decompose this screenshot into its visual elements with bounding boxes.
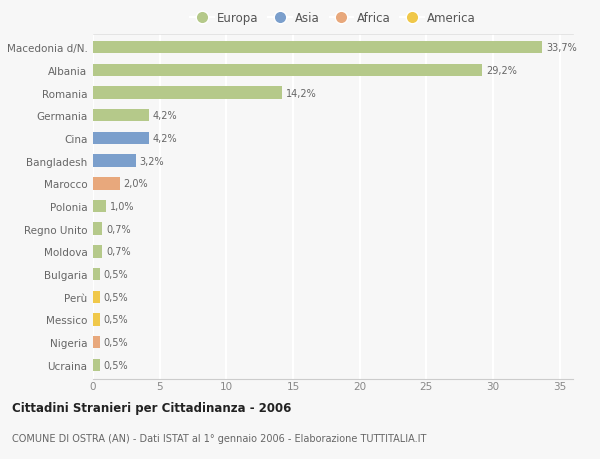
Bar [93,246,103,258]
Bar [93,359,100,371]
Bar [93,155,136,168]
Text: Cittadini Stranieri per Cittadinanza - 2006: Cittadini Stranieri per Cittadinanza - 2… [12,401,292,414]
Text: 29,2%: 29,2% [487,66,517,76]
Bar [93,268,100,281]
Legend: Europa, Asia, Africa, America: Europa, Asia, Africa, America [190,12,476,25]
Bar [93,313,100,326]
Bar [93,200,106,213]
Bar [93,291,100,303]
Bar [93,42,542,54]
Bar [93,132,149,145]
Text: 0,7%: 0,7% [106,224,131,234]
Bar [93,87,283,100]
Bar [93,64,482,77]
Text: 4,2%: 4,2% [153,134,178,144]
Text: 3,2%: 3,2% [140,156,164,166]
Text: 4,2%: 4,2% [153,111,178,121]
Text: 0,5%: 0,5% [104,337,128,347]
Bar [93,178,119,190]
Bar [93,336,100,349]
Text: 0,5%: 0,5% [104,269,128,280]
Text: 0,5%: 0,5% [104,315,128,325]
Text: 2,0%: 2,0% [124,179,148,189]
Text: 14,2%: 14,2% [286,88,317,98]
Bar [93,110,149,122]
Text: 0,5%: 0,5% [104,292,128,302]
Text: 1,0%: 1,0% [110,202,135,212]
Text: 33,7%: 33,7% [547,43,577,53]
Text: 0,5%: 0,5% [104,360,128,370]
Text: 0,7%: 0,7% [106,247,131,257]
Text: COMUNE DI OSTRA (AN) - Dati ISTAT al 1° gennaio 2006 - Elaborazione TUTTITALIA.I: COMUNE DI OSTRA (AN) - Dati ISTAT al 1° … [12,433,427,442]
Bar [93,223,103,235]
